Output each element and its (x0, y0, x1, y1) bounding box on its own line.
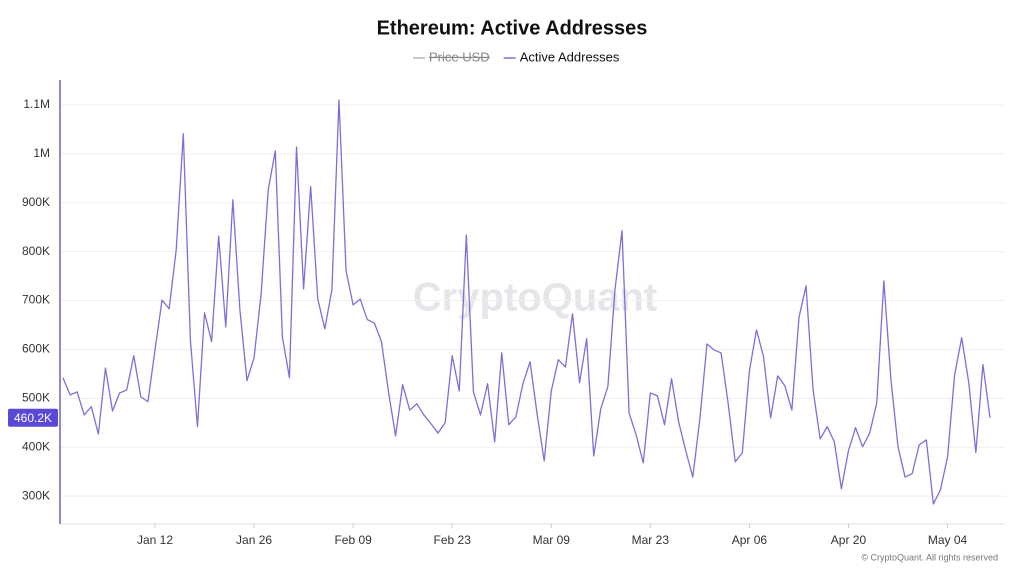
data-line (62, 99, 991, 505)
x-tick-label: May 04 (928, 533, 968, 547)
x-tick-label: Mar 09 (533, 533, 571, 547)
x-tick-label: Mar 23 (632, 533, 670, 547)
legend-item[interactable]: Active Addresses (503, 49, 620, 64)
legend-item[interactable]: Price USD (413, 49, 490, 64)
chart-title: Ethereum: Active Addresses (377, 17, 648, 39)
current-value-label: 460.2K (14, 411, 52, 425)
y-tick-label: 800K (22, 244, 50, 258)
x-tick-label: Apr 06 (732, 533, 768, 547)
x-tick-label: Jan 12 (137, 533, 173, 547)
footer: © CryptoQuant. All rights reserved (861, 552, 998, 562)
current-value-box (8, 408, 58, 427)
y-tick-label: 600K (22, 342, 50, 356)
y-tick-label: 400K (22, 439, 50, 453)
watermark: CryptoQuant (413, 276, 657, 320)
y-tick-label: 900K (22, 195, 50, 209)
y-tick-label: 1M (33, 146, 50, 160)
x-tick-label: Feb 23 (434, 533, 472, 547)
x-tick-label: Feb 09 (334, 533, 372, 547)
y-tick-label: 500K (22, 391, 50, 405)
y-tick-label: 1.1M (23, 97, 50, 111)
x-tick-label: Jan 26 (236, 533, 272, 547)
legend-label[interactable]: Price USD (429, 49, 490, 64)
y-tick-label: 300K (22, 488, 50, 502)
y-tick-label: 700K (22, 293, 50, 307)
x-tick-label: Apr 20 (831, 533, 867, 547)
legend-label[interactable]: Active Addresses (520, 49, 620, 64)
